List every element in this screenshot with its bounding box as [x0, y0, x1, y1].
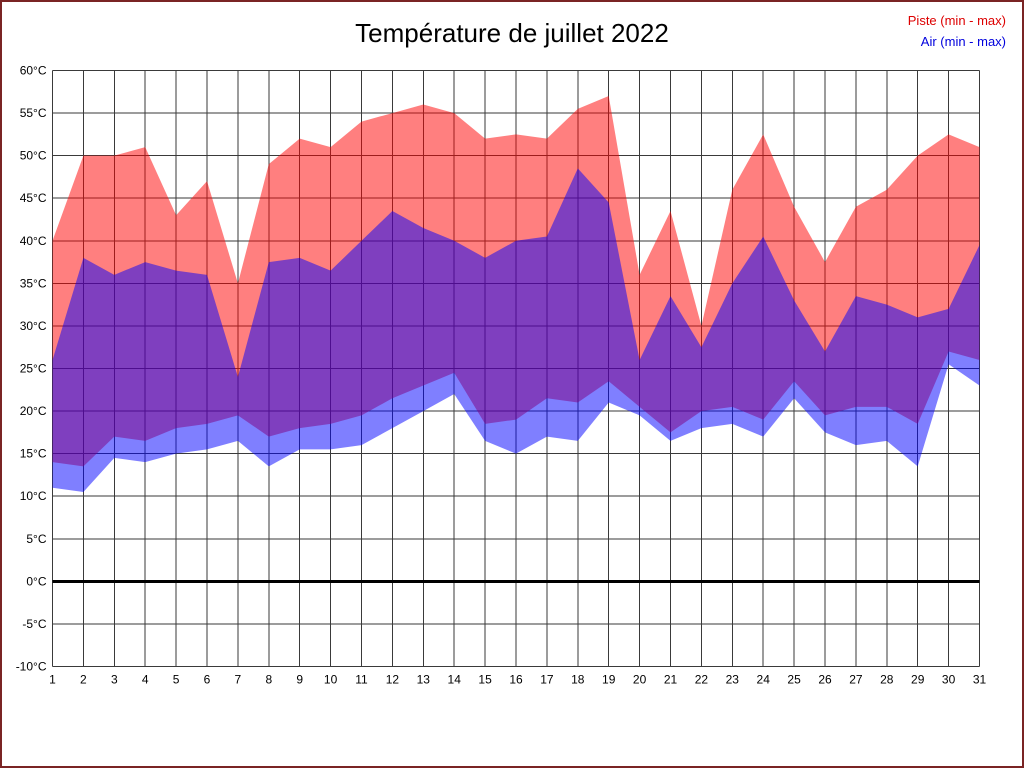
- x-tick-label: 13: [417, 673, 431, 687]
- x-tick-label: 12: [386, 673, 400, 687]
- area-band-air: [52, 168, 980, 492]
- y-tick-label: 60°C: [20, 64, 47, 78]
- x-tick-label: 10: [324, 673, 338, 687]
- y-tick-label: -5°C: [22, 617, 46, 631]
- legend-air: Air (min - max): [920, 34, 1006, 49]
- x-tick-label: 11: [355, 673, 368, 687]
- y-tick-label: 55°C: [20, 106, 47, 120]
- y-tick-label: 0°C: [26, 574, 46, 588]
- x-tick-label: 6: [204, 673, 211, 687]
- x-tick-label: 27: [849, 673, 863, 687]
- y-tick-label: 40°C: [20, 234, 47, 248]
- x-tick-label: 14: [448, 673, 462, 687]
- y-tick-label: 35°C: [20, 276, 47, 290]
- x-tick-label: 20: [633, 673, 647, 687]
- x-tick-label: 15: [478, 673, 492, 687]
- y-tick-label: 15°C: [20, 447, 47, 461]
- x-tick-label: 3: [111, 673, 118, 687]
- x-tick-label: 2: [80, 673, 87, 687]
- y-tick-label: 5°C: [26, 532, 46, 546]
- y-tick-label: 25°C: [20, 362, 47, 376]
- x-tick-label: 9: [296, 673, 303, 687]
- x-tick-label: 23: [726, 673, 740, 687]
- x-tick-label: 18: [571, 673, 585, 687]
- x-tick-label: 22: [695, 673, 709, 687]
- y-tick-label: 20°C: [20, 404, 47, 418]
- x-tick-label: 1: [49, 673, 56, 687]
- x-tick-label: 30: [942, 673, 956, 687]
- x-tick-label: 16: [509, 673, 523, 687]
- y-tick-label: -10°C: [16, 660, 47, 674]
- x-tick-label: 21: [664, 673, 678, 687]
- legend-piste: Piste (min - max): [907, 13, 1006, 28]
- x-tick-label: 8: [265, 673, 272, 687]
- x-tick-label: 17: [540, 673, 554, 687]
- x-tick-label: 24: [757, 673, 771, 687]
- y-tick-label: 30°C: [20, 319, 47, 333]
- x-tick-label: 28: [880, 673, 894, 687]
- y-tick-label: 45°C: [20, 191, 47, 205]
- x-tick-label: 25: [787, 673, 801, 687]
- chart-title: Température de juillet 2022: [355, 18, 669, 48]
- x-tick-label: 31: [973, 673, 987, 687]
- x-tick-label: 29: [911, 673, 925, 687]
- chart-legend: Piste (min - max) Air (min - max): [908, 10, 1006, 52]
- x-tick-label: 19: [602, 673, 616, 687]
- x-tick-label: 5: [173, 673, 180, 687]
- y-tick-label: 10°C: [20, 489, 47, 503]
- x-tick-label: 26: [818, 673, 832, 687]
- y-tick-label: 50°C: [20, 149, 47, 163]
- x-tick-label: 7: [235, 673, 242, 687]
- x-tick-label: 4: [142, 673, 149, 687]
